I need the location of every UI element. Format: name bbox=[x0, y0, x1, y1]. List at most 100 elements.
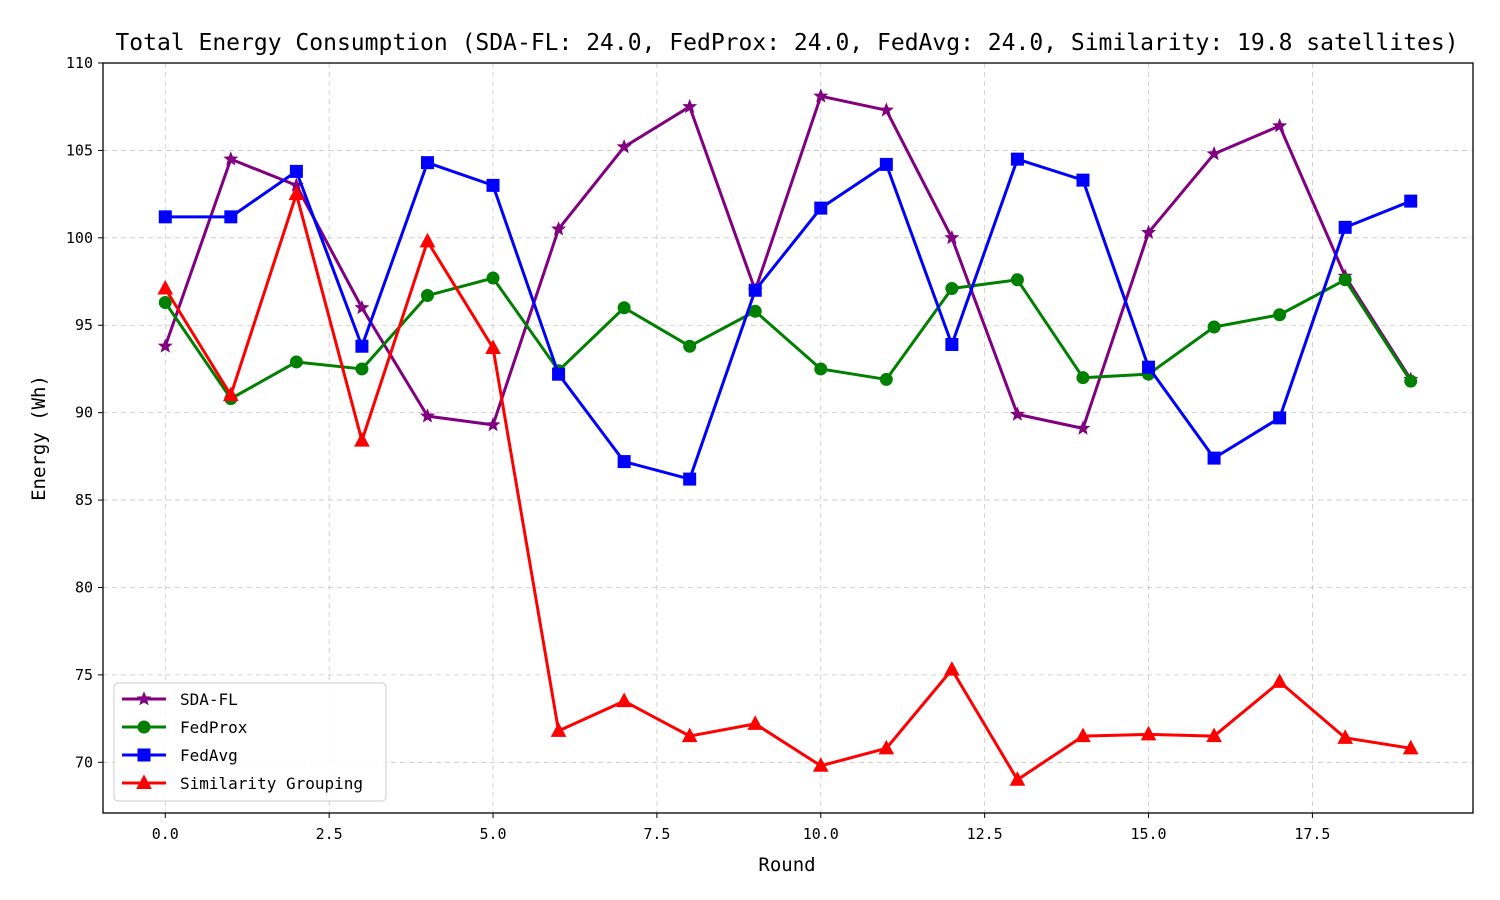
fedavg-point bbox=[945, 337, 959, 351]
legend-marker bbox=[136, 691, 152, 706]
fedavg-point bbox=[814, 201, 828, 215]
series-fedavg bbox=[158, 152, 1418, 486]
sda-fl-point bbox=[551, 221, 567, 236]
legend-label: Similarity Grouping bbox=[180, 774, 363, 793]
x-tick-label: 12.5 bbox=[967, 825, 1003, 843]
similarity-grouping-point bbox=[878, 739, 895, 755]
y-tick-label: 90 bbox=[75, 404, 93, 422]
x-tick-label: 15.0 bbox=[1130, 825, 1166, 843]
legend-label: SDA-FL bbox=[180, 690, 238, 709]
sda-fl-point bbox=[944, 229, 960, 245]
fedavg-point bbox=[1076, 173, 1090, 187]
sda-fl-point bbox=[682, 98, 698, 114]
similarity-grouping-point bbox=[944, 661, 960, 676]
y-tick-label: 80 bbox=[75, 578, 93, 596]
fedavg-point bbox=[355, 339, 369, 353]
sda-fl-point bbox=[1075, 420, 1091, 435]
fedavg-point bbox=[683, 472, 697, 486]
fedavg-point bbox=[1338, 220, 1352, 234]
legend: SDA-FL FedProx FedAvg Similarity Grouping bbox=[113, 682, 387, 802]
legend-marker bbox=[137, 748, 151, 762]
fedavg-point bbox=[1142, 360, 1156, 374]
y-tick-label: 95 bbox=[75, 316, 93, 334]
y-axis-ticks: 70 75 80 85 90 95 100 105 110 bbox=[66, 54, 103, 771]
fedprox-point bbox=[683, 339, 697, 353]
fedavg-point bbox=[1404, 194, 1418, 208]
fedavg-point bbox=[879, 157, 893, 171]
plot-frame bbox=[102, 62, 1474, 814]
sda-fl-point bbox=[1009, 406, 1025, 421]
legend-item-fedprox: FedProx bbox=[122, 718, 248, 737]
similarity-grouping-point bbox=[550, 722, 567, 737]
fedavg-point bbox=[552, 367, 566, 381]
similarity-grouping-point bbox=[616, 692, 632, 708]
fedavg-point bbox=[748, 283, 762, 297]
y-tick-label: 75 bbox=[75, 666, 93, 684]
fedprox-point bbox=[355, 362, 369, 376]
similarity-grouping-point bbox=[1206, 727, 1222, 743]
fedprox-point bbox=[1010, 273, 1024, 287]
similarity-grouping-line bbox=[163, 192, 1411, 782]
fedprox-point bbox=[1207, 320, 1221, 334]
chart-title: Total Energy Consumption (SDA-FL: 24.0, … bbox=[115, 30, 1458, 56]
x-axis-title: Round bbox=[758, 854, 815, 876]
similarity-grouping-point bbox=[1140, 725, 1157, 741]
sda-fl-point bbox=[813, 88, 829, 103]
sda-fl-point bbox=[157, 338, 173, 353]
legend-item-similarity-grouping: Similarity Grouping bbox=[122, 774, 363, 793]
y-tick-label: 105 bbox=[66, 141, 93, 159]
legend-item-sda-fl: SDA-FL bbox=[122, 690, 238, 709]
sda-fl-point bbox=[485, 417, 501, 432]
x-tick-label: 10.0 bbox=[803, 825, 839, 843]
series-layer bbox=[157, 88, 1419, 786]
fedprox-point bbox=[158, 296, 172, 310]
x-tick-label: 17.5 bbox=[1294, 825, 1330, 843]
x-tick-label: 5.0 bbox=[479, 825, 506, 843]
y-tick-label: 70 bbox=[75, 753, 93, 771]
fedavg-point bbox=[1207, 451, 1221, 465]
sda-fl-line bbox=[163, 94, 1412, 430]
similarity-grouping-point bbox=[288, 185, 305, 201]
fedavg-point bbox=[158, 210, 172, 224]
fedprox-point bbox=[879, 372, 893, 386]
fedprox-point bbox=[1338, 273, 1352, 287]
similarity-grouping-point bbox=[681, 727, 698, 743]
fedprox-point bbox=[289, 355, 303, 369]
fedprox-point bbox=[814, 362, 828, 376]
similarity-grouping-point bbox=[157, 279, 174, 295]
fedavg-point bbox=[617, 455, 631, 469]
fedavg-line bbox=[165, 157, 1412, 481]
fedavg-point bbox=[1010, 152, 1024, 166]
legend-item-fedavg: FedAvg bbox=[122, 746, 238, 765]
y-tick-label: 100 bbox=[66, 229, 93, 247]
sda-fl-point bbox=[223, 151, 239, 166]
sda-fl-point bbox=[878, 102, 894, 117]
x-tick-label: 2.5 bbox=[316, 825, 343, 843]
similarity-grouping-point bbox=[419, 232, 436, 248]
similarity-grouping-point bbox=[1402, 739, 1419, 755]
x-tick-label: 7.5 bbox=[643, 825, 670, 843]
x-tick-label: 0.0 bbox=[152, 825, 179, 843]
series-similarity-grouping bbox=[157, 185, 1419, 786]
similarity-grouping-point bbox=[1271, 673, 1288, 688]
fedavg-point bbox=[224, 210, 238, 224]
fedprox-point bbox=[748, 304, 762, 318]
similarity-grouping-point bbox=[354, 432, 370, 447]
fedprox-point bbox=[486, 271, 500, 285]
series-fedprox bbox=[158, 271, 1418, 406]
sda-fl-point bbox=[1141, 224, 1157, 239]
fedprox-point bbox=[617, 301, 631, 315]
fedprox-line bbox=[164, 276, 1412, 401]
similarity-grouping-point bbox=[1337, 729, 1354, 744]
legend-marker bbox=[136, 774, 152, 789]
fedprox-point bbox=[1404, 374, 1418, 388]
sda-fl-point bbox=[616, 139, 632, 154]
y-axis-title: Energy (Wh) bbox=[28, 375, 50, 501]
y-tick-label: 85 bbox=[75, 491, 93, 509]
sda-fl-point bbox=[1272, 118, 1288, 133]
similarity-grouping-point bbox=[485, 339, 501, 354]
legend-box bbox=[113, 682, 387, 802]
fedprox-point bbox=[420, 289, 434, 303]
fedprox-point bbox=[945, 282, 959, 296]
